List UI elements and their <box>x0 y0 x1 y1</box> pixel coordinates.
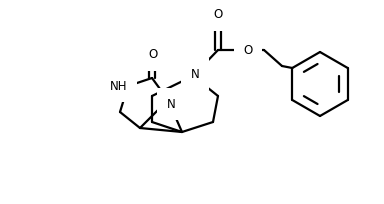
Text: N: N <box>190 68 199 81</box>
Text: O: O <box>243 43 253 57</box>
Text: O: O <box>148 49 157 61</box>
Text: N: N <box>167 98 175 111</box>
Text: NH: NH <box>110 80 128 92</box>
Text: O: O <box>214 9 223 21</box>
